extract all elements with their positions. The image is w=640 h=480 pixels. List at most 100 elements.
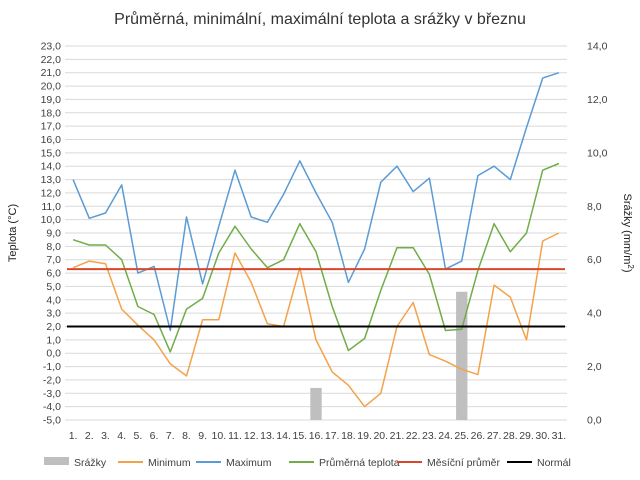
y-tick-label: 9,0 — [46, 228, 61, 240]
x-tick-label: 26. — [471, 430, 486, 442]
legend-label: Průměrná teplota — [319, 457, 400, 469]
x-tick-label: 24. — [438, 430, 453, 442]
left-axis-ticks: -5,0 -4,0-3,0 -2,0-1,00,0 1,02,03,0 4,05,06,… — [41, 41, 62, 427]
x-tick-label: 23. — [422, 430, 437, 442]
x-tick-label: 27. — [487, 430, 502, 442]
x-tick-label: 9. — [198, 430, 207, 442]
gridlines — [65, 45, 567, 421]
y-tick-label: 13,0 — [41, 174, 62, 186]
y-tick-label: 8,0 — [46, 241, 61, 253]
y-tick-label: -1,0 — [43, 361, 61, 373]
x-tick-label: 18. — [341, 430, 356, 442]
x-tick-label: 25. — [454, 430, 469, 442]
y2-tick-label: 12,0 — [587, 94, 608, 106]
y2-tick-label: 14,0 — [587, 41, 608, 53]
y-tick-label: 21,0 — [41, 67, 62, 79]
y-tick-label: 14,0 — [41, 161, 62, 173]
x-tick-label: 22. — [406, 430, 421, 442]
y2-axis-title-sup: 2 — [626, 264, 635, 269]
x-tick-label: 30. — [535, 430, 550, 442]
x-tick-label: 19. — [357, 430, 372, 442]
y-tick-label: 17,0 — [41, 121, 62, 133]
legend-label: Srážky — [74, 457, 107, 469]
x-tick-label: 29. — [519, 430, 534, 442]
x-tick-label: 15. — [293, 430, 308, 442]
right-axis-ticks: 0,0 2,0 4,0 6,0 8,0 10,0 12,0 14,0 — [587, 41, 608, 427]
series-line-minimum — [72, 232, 560, 408]
y-tick-label: 19,0 — [41, 94, 62, 106]
x-axis-ticks: 1. 2. 3. 4. 5. 6. 7. 8. 9. 10. 11. 12. 13. 14. 15. 16. 1… — [69, 430, 566, 442]
legend-item: Minimum — [118, 457, 191, 469]
y-tick-label: 23,0 — [41, 41, 62, 53]
x-tick-label: 10. — [212, 430, 227, 442]
y-tick-label: 18,0 — [41, 107, 62, 119]
legend-label: Měsíční průměr — [427, 457, 500, 469]
y2-tick-label: 2,0 — [587, 361, 602, 373]
y-tick-label: 3,0 — [46, 308, 61, 320]
y-tick-label: 10,0 — [41, 214, 62, 226]
legend-item: Srážky — [44, 457, 107, 469]
x-tick-label: 13. — [260, 430, 275, 442]
x-tick-label: 8. — [182, 430, 191, 442]
y-tick-label: 7,0 — [46, 254, 61, 266]
x-tick-label: 31. — [552, 430, 567, 442]
x-tick-label: 16. — [309, 430, 324, 442]
x-tick-label: 20. — [373, 430, 388, 442]
y2-axis-title-end: ) — [621, 269, 633, 273]
x-tick-label: 6. — [150, 430, 159, 442]
y-tick-label: 1,0 — [46, 334, 61, 346]
y2-axis-title-main: Srážky (mm/m — [621, 193, 633, 264]
y-tick-label: 20,0 — [41, 81, 62, 93]
x-tick-label: 14. — [276, 430, 291, 442]
x-tick-label: 21. — [390, 430, 405, 442]
legend-item: Maximum — [196, 457, 272, 469]
y-tick-label: -5,0 — [43, 415, 61, 427]
y2-tick-label: 8,0 — [587, 201, 602, 213]
y-tick-label: 16,0 — [41, 134, 62, 146]
precipitation-bar — [456, 291, 468, 420]
y2-tick-label: 4,0 — [587, 308, 602, 320]
series-line-prumerna-teplota — [72, 162, 560, 353]
y2-axis-title: Srážky (mm/m2) — [621, 193, 635, 272]
y-tick-label: -3,0 — [43, 388, 61, 400]
y2-tick-label: 0,0 — [587, 415, 602, 427]
y-tick-label: 11,0 — [41, 201, 61, 213]
legend-label: Normál — [537, 457, 571, 469]
x-tick-label: 1. — [69, 430, 78, 442]
precipitation-bars — [310, 291, 468, 420]
x-tick-label: 12. — [244, 430, 259, 442]
y-axis-title: Teplota (°C) — [7, 204, 19, 262]
x-tick-label: 5. — [133, 430, 142, 442]
y-tick-label: 0,0 — [46, 348, 61, 360]
legend: Srážky Minimum Maximum Průměrná teplota Měsí… — [44, 457, 571, 469]
series-lines — [67, 71, 565, 408]
legend-swatch — [44, 457, 69, 465]
x-tick-label: 28. — [503, 430, 518, 442]
y-tick-label: 4,0 — [46, 294, 61, 306]
y-tick-label: 5,0 — [46, 281, 61, 293]
x-tick-label: 2. — [85, 430, 94, 442]
y-tick-label: 15,0 — [41, 147, 62, 159]
y-tick-label: 12,0 — [41, 187, 62, 199]
x-tick-label: 7. — [166, 430, 175, 442]
series-line-maximum — [72, 71, 560, 332]
y-tick-label: 22,0 — [41, 54, 62, 66]
x-tick-label: 17. — [325, 430, 340, 442]
x-tick-label: 11. — [228, 430, 242, 442]
chart-title: Průměrná, minimální, maximální teplota a… — [114, 10, 526, 28]
y-tick-label: 2,0 — [46, 321, 61, 333]
legend-item: Měsíční průměr — [397, 457, 500, 469]
y-tick-label: -2,0 — [43, 374, 61, 386]
precipitation-bar — [310, 387, 322, 420]
legend-item: Průměrná teplota — [289, 457, 400, 469]
legend-label: Maximum — [226, 457, 272, 469]
y-tick-label: 6,0 — [46, 268, 61, 280]
y-tick-label: -4,0 — [43, 401, 61, 413]
y2-tick-label: 10,0 — [587, 147, 608, 159]
legend-label: Minimum — [148, 457, 191, 469]
x-tick-label: 4. — [117, 430, 126, 442]
x-tick-label: 3. — [101, 430, 110, 442]
legend-item: Normál — [507, 457, 571, 469]
